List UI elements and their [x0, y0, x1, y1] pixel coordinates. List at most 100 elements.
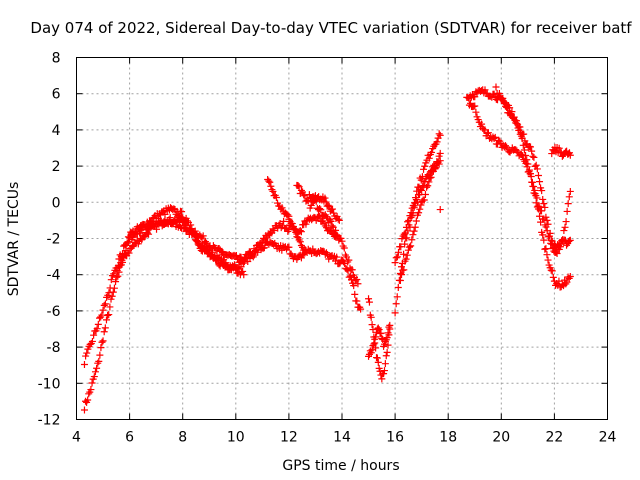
data-point — [524, 160, 532, 168]
data-point — [401, 240, 409, 248]
data-point — [321, 194, 329, 202]
data-point — [501, 142, 509, 150]
data-point — [405, 216, 413, 224]
data-point — [297, 228, 305, 236]
data-point — [131, 228, 139, 236]
data-point — [391, 309, 399, 317]
data-point — [393, 253, 401, 261]
data-point — [421, 162, 429, 170]
data-point — [372, 333, 380, 341]
data-point — [367, 349, 375, 357]
data-point — [374, 358, 382, 366]
data-point — [346, 272, 354, 280]
data-point — [415, 183, 423, 191]
data-point — [539, 195, 547, 203]
data-point — [558, 281, 566, 289]
data-point — [193, 237, 201, 245]
data-point — [425, 154, 433, 162]
data-point — [378, 334, 386, 342]
data-point — [538, 207, 546, 215]
data-point — [383, 334, 391, 342]
series-track-i — [365, 321, 394, 360]
data-point — [90, 373, 98, 381]
series-track-l — [396, 149, 444, 285]
data-point — [513, 147, 521, 155]
data-point — [99, 337, 107, 345]
data-point — [540, 200, 548, 208]
data-point — [512, 117, 520, 125]
data-point — [124, 233, 132, 241]
data-point — [400, 250, 408, 258]
data-point — [533, 194, 541, 202]
data-point — [548, 240, 556, 248]
data-point — [410, 227, 418, 235]
data-point — [365, 295, 373, 303]
data-point — [234, 264, 242, 272]
data-point — [93, 325, 101, 333]
data-point — [237, 263, 245, 271]
data-point — [340, 244, 348, 252]
data-point — [353, 297, 361, 305]
data-point — [125, 249, 133, 257]
data-point — [145, 230, 153, 238]
data-point — [547, 266, 555, 274]
data-point — [409, 231, 417, 239]
data-point — [272, 193, 280, 201]
data-point — [232, 252, 240, 260]
data-point — [566, 273, 574, 281]
data-point — [542, 223, 550, 231]
data-point — [538, 187, 546, 195]
data-point — [548, 267, 556, 275]
data-point — [503, 143, 511, 151]
series-track-p — [492, 83, 574, 258]
data-point — [189, 230, 197, 238]
data-point — [541, 203, 549, 211]
data-point — [330, 209, 338, 217]
data-point — [85, 390, 93, 398]
x-tick-label: 12 — [280, 430, 298, 446]
data-point — [317, 206, 325, 214]
data-point — [87, 386, 95, 394]
data-point — [555, 144, 563, 152]
data-point — [385, 323, 393, 331]
y-tick-label: -12 — [38, 413, 61, 429]
data-point — [140, 233, 148, 241]
data-point — [98, 338, 106, 346]
data-point — [335, 216, 343, 224]
data-point — [516, 123, 524, 131]
data-point — [357, 305, 365, 313]
data-point — [153, 225, 161, 233]
data-point — [540, 236, 548, 244]
y-tick-label: 0 — [52, 195, 61, 211]
data-point — [266, 178, 274, 186]
data-point — [161, 210, 169, 218]
data-point — [213, 257, 221, 265]
data-point — [301, 192, 309, 200]
data-point — [353, 276, 361, 284]
y-tick-label: -6 — [47, 304, 61, 320]
data-point — [420, 196, 428, 204]
data-point — [294, 181, 302, 189]
data-point — [517, 129, 525, 137]
data-point — [481, 86, 489, 94]
data-point — [392, 300, 400, 308]
data-point — [296, 227, 304, 235]
y-tick-label: -4 — [47, 268, 61, 284]
data-point — [345, 256, 353, 264]
data-point — [393, 293, 401, 301]
data-point — [322, 213, 330, 221]
data-point — [527, 143, 535, 151]
data-point — [375, 326, 383, 334]
data-point — [555, 277, 563, 285]
data-point — [90, 331, 98, 339]
series-track-g — [306, 192, 343, 224]
data-point — [436, 131, 444, 139]
data-point — [522, 152, 530, 160]
data-point — [417, 201, 425, 209]
data-point — [285, 215, 293, 223]
data-point — [528, 178, 536, 186]
data-point — [112, 278, 120, 286]
series-track-j — [391, 157, 444, 317]
data-point — [100, 328, 108, 336]
data-point — [239, 267, 247, 275]
